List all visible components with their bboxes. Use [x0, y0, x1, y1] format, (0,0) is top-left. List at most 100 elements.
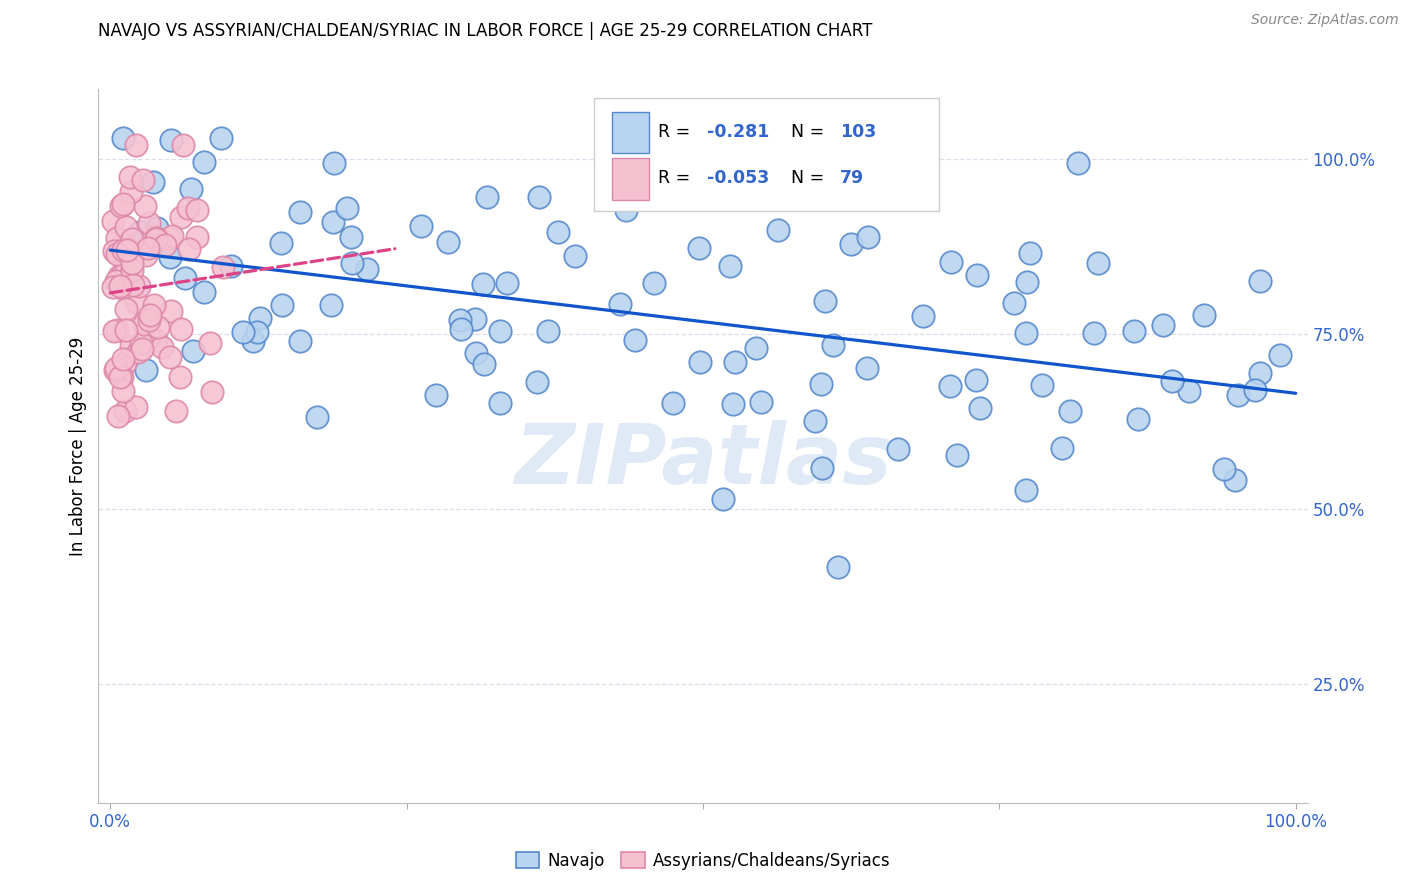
Point: [841, 237, 863, 252]
Point: [1249, 274, 1271, 288]
Point: [1014, 326, 1036, 341]
Point: [450, 322, 472, 336]
Point: [107, 323, 129, 337]
Point: [134, 199, 156, 213]
Point: [101, 213, 124, 227]
Legend: Navajo, Assyrians/Chaldeans/Syriacs: Navajo, Assyrians/Chaldeans/Syriacs: [509, 846, 897, 877]
Point: [104, 361, 127, 376]
Point: [425, 388, 447, 402]
Point: [114, 302, 136, 317]
Point: [564, 249, 586, 263]
Point: [1152, 318, 1174, 332]
Point: [107, 409, 129, 423]
Point: [886, 442, 908, 456]
Point: [1244, 383, 1267, 397]
Point: [111, 384, 134, 398]
Point: [121, 256, 143, 270]
Text: R =: R =: [658, 169, 690, 187]
Point: [150, 340, 173, 354]
Point: [246, 325, 269, 339]
Point: [340, 256, 363, 270]
Point: [159, 250, 181, 264]
Point: [1123, 324, 1146, 338]
Point: [186, 230, 208, 244]
Point: [768, 223, 790, 237]
Text: N =: N =: [792, 123, 824, 141]
Point: [142, 229, 165, 244]
Point: [111, 352, 134, 367]
Point: [1225, 473, 1247, 487]
Point: [966, 268, 988, 282]
Point: [193, 155, 215, 169]
Point: [111, 370, 134, 384]
Point: [436, 235, 458, 249]
Point: [145, 232, 167, 246]
Point: [1192, 308, 1215, 322]
Point: [1031, 378, 1053, 392]
Point: [146, 320, 169, 334]
Point: [170, 322, 193, 336]
Point: [1177, 384, 1199, 398]
Point: [186, 203, 208, 218]
Point: [111, 281, 134, 295]
Point: [221, 259, 243, 273]
Point: [176, 201, 198, 215]
Point: [969, 401, 991, 415]
Point: [356, 261, 378, 276]
Point: [827, 560, 849, 574]
Point: [489, 325, 512, 339]
Point: [688, 241, 710, 255]
Point: [1015, 483, 1038, 497]
Point: [1052, 441, 1074, 455]
Point: [180, 182, 202, 196]
Point: [114, 356, 136, 370]
Point: [411, 219, 433, 233]
Point: [721, 397, 744, 411]
Point: [1126, 412, 1149, 426]
Point: [143, 298, 166, 312]
Point: [537, 324, 560, 338]
Point: [804, 414, 827, 428]
Point: [1249, 366, 1271, 380]
Point: [811, 461, 834, 475]
Point: [170, 211, 193, 225]
Point: [547, 226, 569, 240]
Text: -0.281: -0.281: [707, 123, 769, 141]
Point: [105, 247, 128, 261]
Point: [121, 263, 143, 277]
Point: [614, 203, 637, 218]
Point: [153, 237, 176, 252]
Point: [527, 190, 550, 204]
Point: [749, 395, 772, 409]
Point: [1226, 388, 1249, 402]
Point: [111, 196, 134, 211]
Point: [157, 230, 180, 244]
Point: [946, 448, 969, 462]
Point: [111, 237, 134, 252]
Point: [127, 345, 149, 359]
Point: [105, 231, 128, 245]
Point: [339, 230, 361, 244]
Point: [475, 190, 498, 204]
Point: [112, 266, 135, 280]
Point: [112, 243, 135, 257]
Text: NAVAJO VS ASSYRIAN/CHALDEAN/SYRIAC IN LABOR FORCE | AGE 25-29 CORRELATION CHART: NAVAJO VS ASSYRIAN/CHALDEAN/SYRIAC IN LA…: [98, 22, 873, 40]
Point: [128, 278, 150, 293]
Point: [108, 370, 131, 384]
Point: [101, 280, 124, 294]
Point: [464, 346, 486, 360]
Point: [131, 342, 153, 356]
Point: [495, 276, 517, 290]
Point: [115, 264, 138, 278]
Point: [745, 341, 768, 355]
Point: [810, 376, 832, 391]
Point: [1067, 155, 1090, 169]
Point: [132, 173, 155, 187]
Point: [114, 404, 136, 418]
Point: [689, 355, 711, 369]
Point: [169, 370, 191, 384]
Point: [122, 277, 145, 292]
Point: [941, 255, 963, 269]
Point: [138, 329, 160, 343]
Point: [718, 259, 741, 273]
